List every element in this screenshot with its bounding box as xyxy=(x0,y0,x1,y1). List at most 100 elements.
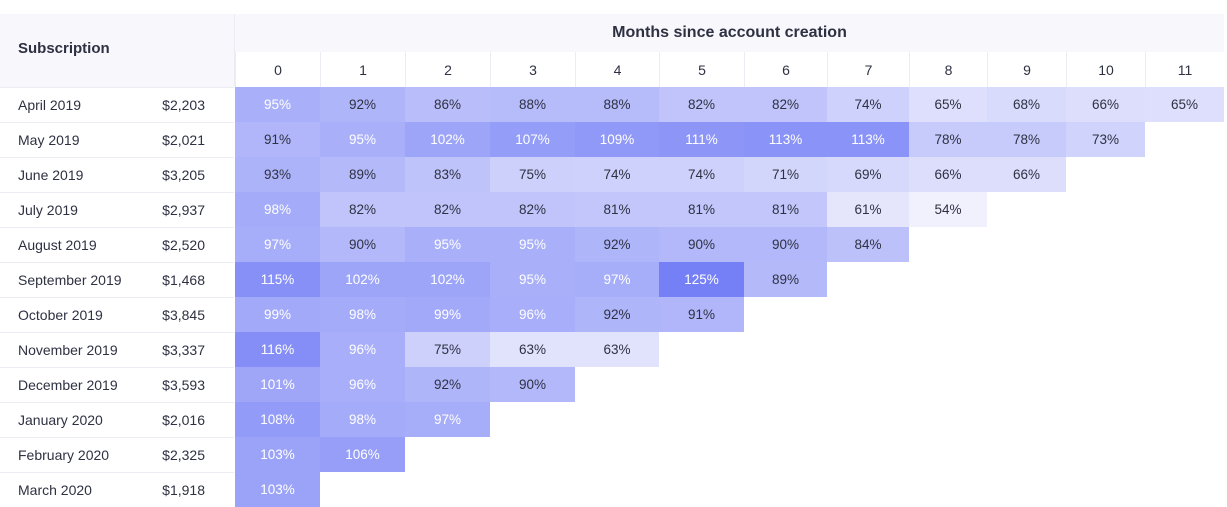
month-header-6: 6 xyxy=(744,52,827,87)
retention-cell: 90% xyxy=(659,227,744,262)
retention-cell: 102% xyxy=(320,262,405,297)
month-header-2: 2 xyxy=(405,52,490,87)
retention-cell: 91% xyxy=(235,122,320,157)
retention-cell: 113% xyxy=(827,122,909,157)
retention-cell: 111% xyxy=(659,122,744,157)
cohort-month: June 2019 xyxy=(18,167,84,183)
retention-cell: 63% xyxy=(490,332,575,367)
cohort-revenue: $2,203 xyxy=(162,97,205,113)
retention-cell: 90% xyxy=(320,227,405,262)
retention-cell: 71% xyxy=(744,157,827,192)
retention-cell: 108% xyxy=(235,402,320,437)
cohort-revenue: $3,337 xyxy=(162,342,205,358)
retention-cell: 95% xyxy=(320,122,405,157)
retention-cell: 75% xyxy=(490,157,575,192)
cohort-revenue: $2,325 xyxy=(162,447,205,463)
cohort-month: December 2019 xyxy=(18,377,118,393)
retention-cell: 74% xyxy=(827,87,909,122)
cohort-row-label: December 2019 $3,593 xyxy=(0,367,234,402)
retention-cell: 106% xyxy=(320,437,405,472)
cohort-row-label: February 2020 $2,325 xyxy=(0,437,234,472)
cohort-month: May 2019 xyxy=(18,132,80,148)
retention-cell: 92% xyxy=(575,297,659,332)
retention-cell: 97% xyxy=(575,262,659,297)
retention-cell: 82% xyxy=(320,192,405,227)
retention-cell: 125% xyxy=(659,262,744,297)
retention-cell: 101% xyxy=(235,367,320,402)
month-header-10: 10 xyxy=(1066,52,1145,87)
retention-cell: 88% xyxy=(575,87,659,122)
retention-cell: 99% xyxy=(405,297,490,332)
retention-cell: 103% xyxy=(235,437,320,472)
month-header-4: 4 xyxy=(575,52,659,87)
retention-cell: 97% xyxy=(405,402,490,437)
cohort-row-label: November 2019 $3,337 xyxy=(0,332,234,367)
retention-cell: 82% xyxy=(490,192,575,227)
retention-cell: 92% xyxy=(405,367,490,402)
cohort-month: February 2020 xyxy=(18,447,110,463)
chart-title: Months since account creation xyxy=(612,24,847,41)
retention-cell: 75% xyxy=(405,332,490,367)
retention-cell: 103% xyxy=(235,472,320,507)
month-header-9: 9 xyxy=(987,52,1066,87)
month-header-8: 8 xyxy=(909,52,987,87)
retention-cell: 95% xyxy=(235,87,320,122)
cohort-revenue: $2,021 xyxy=(162,132,205,148)
month-header-5: 5 xyxy=(659,52,744,87)
retention-cell: 113% xyxy=(744,122,827,157)
cohort-row-label: August 2019 $2,520 xyxy=(0,227,234,262)
retention-cell: 84% xyxy=(827,227,909,262)
row-header-cell xyxy=(0,14,235,87)
retention-cell: 89% xyxy=(744,262,827,297)
month-header-3: 3 xyxy=(490,52,575,87)
retention-cell: 81% xyxy=(575,192,659,227)
cohort-row-label: May 2019 $2,021 xyxy=(0,122,234,157)
month-header-11: 11 xyxy=(1145,52,1224,87)
cohort-revenue: $2,520 xyxy=(162,237,205,253)
cohort-month: March 2020 xyxy=(18,482,92,498)
retention-cell: 66% xyxy=(909,157,987,192)
retention-cell: 69% xyxy=(827,157,909,192)
cohort-month: November 2019 xyxy=(18,342,118,358)
cohort-revenue: $2,016 xyxy=(162,412,205,428)
cohort-revenue: $1,468 xyxy=(162,272,205,288)
cohort-month: July 2019 xyxy=(18,202,78,218)
retention-cell: 95% xyxy=(490,262,575,297)
retention-cell: 63% xyxy=(575,332,659,367)
retention-cell: 107% xyxy=(490,122,575,157)
retention-cell: 96% xyxy=(320,332,405,367)
cohort-revenue: $1,918 xyxy=(162,482,205,498)
retention-cell: 90% xyxy=(744,227,827,262)
retention-cell: 92% xyxy=(320,87,405,122)
retention-cell: 54% xyxy=(909,192,987,227)
retention-cell: 109% xyxy=(575,122,659,157)
month-header-1: 1 xyxy=(320,52,405,87)
cohort-revenue: $3,593 xyxy=(162,377,205,393)
retention-cell: 74% xyxy=(659,157,744,192)
cohort-row-label: April 2019 $2,203 xyxy=(0,87,234,122)
cohort-revenue: $3,845 xyxy=(162,307,205,323)
retention-cell: 97% xyxy=(235,227,320,262)
cohort-row-label: October 2019 $3,845 xyxy=(0,297,234,332)
cohort-month: April 2019 xyxy=(18,97,82,113)
cohort-row-label: March 2020 $1,918 xyxy=(0,472,234,507)
retention-cell: 88% xyxy=(490,87,575,122)
cohort-row-label: July 2019 $2,937 xyxy=(0,192,234,227)
retention-cell: 95% xyxy=(405,227,490,262)
retention-cell: 116% xyxy=(235,332,320,367)
month-header-7: 7 xyxy=(827,52,909,87)
retention-cell: 98% xyxy=(320,402,405,437)
retention-cell: 65% xyxy=(1145,87,1224,122)
cohort-month: January 2020 xyxy=(18,412,103,428)
retention-cell: 89% xyxy=(320,157,405,192)
retention-cell: 90% xyxy=(490,367,575,402)
cohort-row-label: January 2020 $2,016 xyxy=(0,402,234,437)
cohort-revenue: $2,937 xyxy=(162,202,205,218)
cohort-month: October 2019 xyxy=(18,307,103,323)
cohort-month: August 2019 xyxy=(18,237,97,253)
cohort-month: September 2019 xyxy=(18,272,122,288)
retention-cell: 81% xyxy=(744,192,827,227)
retention-cell: 96% xyxy=(320,367,405,402)
retention-cell: 78% xyxy=(909,122,987,157)
